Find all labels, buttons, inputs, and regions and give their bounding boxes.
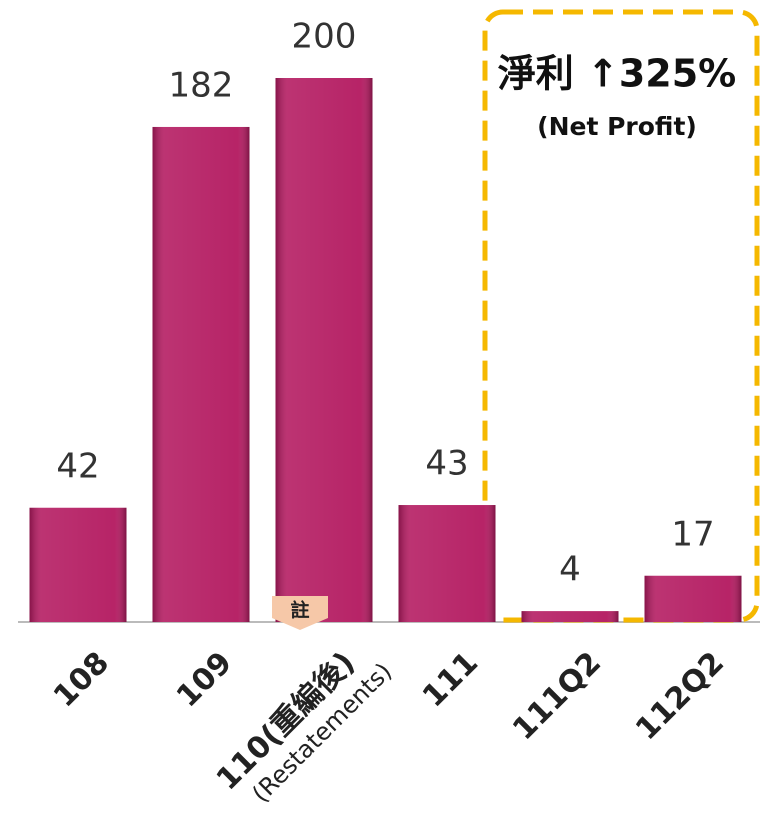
x-tick-label: 109 — [170, 645, 239, 714]
highlight-box — [482, 9, 760, 623]
bar-shine — [398, 505, 496, 622]
value-label: 42 — [56, 446, 99, 486]
bar-shine — [644, 575, 742, 622]
value-label: 182 — [169, 65, 234, 105]
value-label: 17 — [671, 514, 714, 554]
bars: 42 182 200 43 4 17 — [29, 17, 742, 623]
bar-shine — [29, 507, 127, 622]
note-marker: 註 — [290, 599, 309, 622]
bar-shine — [275, 78, 373, 622]
x-tick-label: 110(重編後)(Restatements) — [210, 631, 398, 819]
x-tick-label: 108 — [47, 645, 116, 714]
value-label: 4 — [559, 550, 581, 590]
x-tick-label: 111 — [416, 645, 485, 714]
annotation-headline: 淨利 ↑325% — [498, 52, 736, 96]
value-label: 200 — [292, 17, 357, 57]
annotation-subline: (Net Profit) — [537, 112, 697, 141]
bar-shine — [152, 126, 250, 623]
bar-shine — [521, 611, 619, 622]
value-label: 43 — [425, 444, 468, 484]
x-tick-label: 111Q2 — [506, 645, 608, 747]
x-tick-label: 112Q2 — [629, 645, 731, 747]
note-marker-shape — [272, 596, 328, 630]
